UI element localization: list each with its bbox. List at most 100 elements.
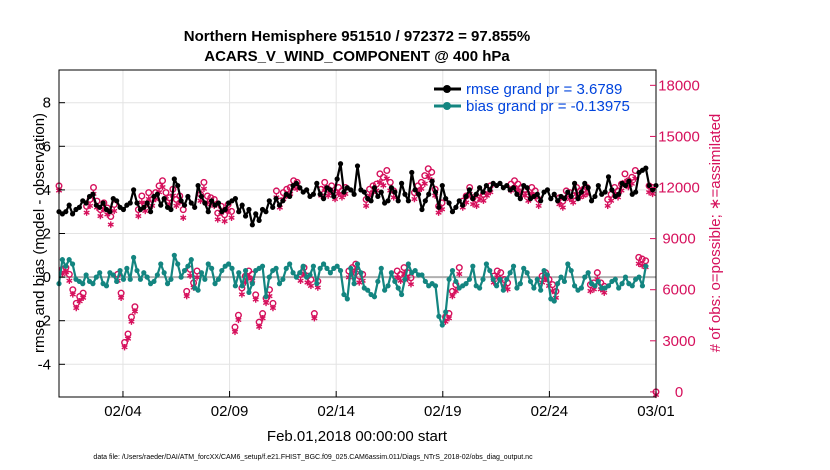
bias-point	[477, 285, 483, 291]
obs-possible-point	[200, 178, 208, 186]
obs-possible-point	[428, 168, 436, 176]
rmse-point	[466, 187, 473, 193]
rmse-point	[605, 174, 612, 180]
bias-point	[195, 287, 201, 293]
bias-point	[168, 276, 174, 282]
obs-possible-point	[638, 255, 646, 263]
obs-possible-point	[455, 264, 463, 272]
obs-possible-point	[162, 189, 170, 197]
rmse-point	[646, 182, 652, 189]
obs-assimilated-point	[473, 203, 480, 209]
rmse-point	[287, 193, 293, 200]
obs-assimilated-point	[117, 295, 125, 301]
y-right-tick-label: 18000	[658, 77, 700, 94]
bias-point	[263, 294, 269, 300]
rmse-point	[209, 198, 215, 204]
obs-assimilated-point	[262, 300, 270, 306]
bias-point	[439, 322, 445, 328]
rmse-point	[650, 187, 656, 193]
rmse-point	[626, 178, 632, 184]
bias-point	[110, 272, 116, 278]
rmse-point	[76, 204, 82, 210]
bias-point	[595, 278, 601, 285]
bias-point	[178, 274, 184, 280]
bias-point	[375, 278, 381, 285]
obs-possible-point	[90, 184, 98, 192]
obs-assimilated-point	[66, 278, 73, 283]
bias-point	[202, 276, 208, 282]
obs-possible-point	[159, 177, 167, 185]
bias-point	[538, 287, 544, 293]
rmse-point	[473, 191, 479, 197]
rmse-point	[192, 204, 198, 210]
bias-point	[388, 270, 395, 276]
legend: rmse grand pr = 3.6789 bias grand pr = -…	[434, 81, 630, 115]
obs-assimilated-point	[252, 297, 259, 302]
x-tick-label: 02/14	[317, 403, 355, 420]
data-file-footer: data file: /Users/raeder/DAI/ATM_forcXX/…	[93, 454, 533, 461]
bias-point	[144, 274, 150, 280]
bias-point	[212, 281, 218, 287]
rmse-point	[168, 206, 174, 213]
rmse-point	[239, 202, 245, 208]
obs-assimilated-point	[269, 305, 277, 311]
rmse-point	[436, 204, 442, 210]
bias-point	[317, 265, 323, 271]
obs-assimilated-point	[456, 271, 463, 277]
bias-point	[219, 267, 225, 274]
bias-point	[334, 263, 340, 269]
bias-point	[561, 278, 568, 285]
rmse-point	[371, 185, 378, 191]
rmse-point	[402, 191, 408, 197]
bias-point	[354, 261, 361, 267]
rmse-point	[188, 200, 194, 206]
rmse-point	[412, 187, 418, 193]
rmse-point	[361, 189, 367, 195]
bias-point	[592, 283, 598, 289]
rmse-point	[107, 209, 113, 215]
y-axis-left-label: rmse and bias (model - observation)	[31, 113, 48, 353]
bias-point	[463, 281, 469, 287]
bias-point	[205, 261, 211, 267]
obs-assimilated-point	[376, 179, 384, 185]
bias-point	[534, 276, 540, 282]
bias-point	[276, 281, 283, 287]
rmse-point	[388, 185, 395, 191]
obs-possible-point	[386, 178, 394, 186]
obs-assimilated-point	[435, 210, 442, 215]
bias-point	[643, 263, 649, 269]
obs-possible-point	[511, 177, 519, 185]
bias-point	[273, 265, 279, 271]
chart-title-line1: Northern Hemisphere 951510 / 972372 = 97…	[184, 28, 530, 45]
bias-point	[510, 263, 517, 269]
bias-point	[500, 287, 506, 293]
bias-point	[59, 257, 65, 263]
obs-possible-point	[321, 178, 329, 186]
obs-possible-point	[203, 192, 211, 200]
bias-point	[612, 276, 618, 282]
obs-assimilated-point	[228, 215, 235, 220]
bias-point	[280, 276, 286, 282]
bias-point	[134, 267, 140, 274]
obs-assimilated-point	[383, 176, 390, 181]
obs-assimilated-point	[128, 319, 135, 324]
rmse-point	[578, 189, 584, 195]
bias-point	[103, 283, 110, 289]
rmse-point	[426, 191, 432, 197]
bias-point	[114, 278, 120, 285]
bias-point	[120, 276, 127, 282]
rmse-point	[320, 196, 327, 202]
bias-point	[137, 276, 144, 282]
bias-point	[544, 272, 551, 278]
obs-assimilated-point	[235, 317, 242, 323]
bias-point	[236, 270, 242, 276]
obs-assimilated-point	[307, 283, 315, 289]
bias-point	[449, 267, 456, 274]
obs-assimilated-point	[570, 200, 577, 205]
rmse-point	[524, 185, 530, 191]
rmse-point	[276, 202, 283, 208]
y-left-tick-label: -4	[38, 356, 51, 373]
rmse-point	[571, 180, 578, 186]
rmse-point	[310, 191, 317, 197]
rmse-point	[249, 222, 255, 228]
